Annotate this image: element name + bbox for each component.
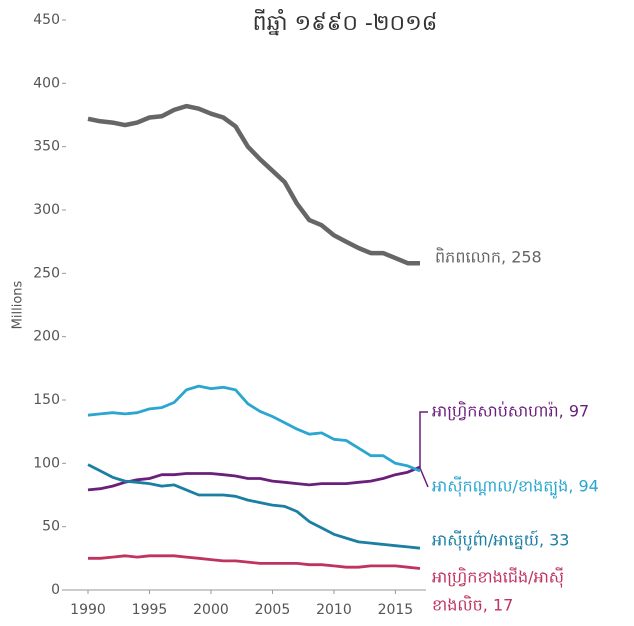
- series-line: [87, 103, 420, 266]
- x-tick-label: 1990: [70, 602, 106, 618]
- y-tick-label: 50: [42, 519, 60, 535]
- x-tick-label: 1995: [132, 602, 168, 618]
- y-tick-label: 450: [33, 12, 60, 28]
- y-tick-label: 350: [33, 139, 60, 155]
- label-connector: [419, 411, 429, 488]
- y-axis-label: Millions: [11, 280, 26, 329]
- y-tick-label: 100: [33, 455, 60, 471]
- series-label: ពិភពលោក, 258: [435, 247, 542, 267]
- series-label: អាស៊ីកណ្តាល/ខាងត្បូង, 94: [432, 476, 599, 500]
- x-tick-label: 2015: [378, 602, 414, 618]
- y-tick-label: 0: [51, 582, 60, 598]
- series-label: អាស៊ីបូព៌ា/អាគ្នេយ៍, 33: [432, 530, 569, 552]
- series-label: អាហ្វ្រិកខាងជើង/អាស៊ី: [432, 567, 564, 589]
- x-tick-label: 2000: [193, 602, 229, 618]
- x-tick-label: 2010: [316, 602, 352, 618]
- series-label: ខាងលិច, 17: [432, 595, 513, 615]
- series-line: [87, 463, 421, 550]
- y-tick-label: 200: [33, 329, 60, 345]
- chart-title: ពីឆ្នាំ ១៩៩០ -២០១៨: [253, 9, 438, 36]
- x-tick-label: 2005: [255, 602, 291, 618]
- y-tick-label: 300: [33, 202, 60, 218]
- series-line: [87, 384, 421, 473]
- series-line: [88, 554, 421, 570]
- y-tick-label: 400: [33, 75, 60, 91]
- y-tick-label: 250: [33, 265, 60, 281]
- series-label: អាហ្វ្រិកសាប់សាហារ៉ា, 97: [432, 401, 589, 421]
- y-tick-label: 150: [33, 392, 60, 408]
- series-line: [87, 465, 421, 492]
